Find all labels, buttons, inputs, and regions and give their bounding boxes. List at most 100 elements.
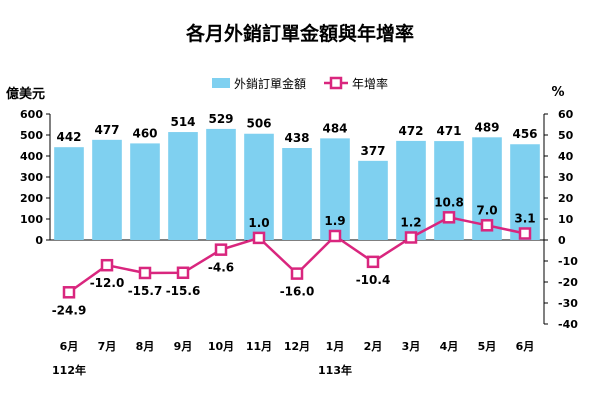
bar	[92, 139, 122, 240]
growth-rate-label: 10.8	[434, 195, 464, 209]
left-axis-ticks: 0 100 200 300 400 500 600	[20, 108, 50, 247]
bar	[510, 144, 540, 240]
growth-rate-marker	[138, 266, 152, 280]
right-tick-label: -10	[558, 255, 578, 268]
growth-rate-marker	[518, 227, 532, 240]
right-tick-label: 30	[558, 171, 574, 184]
x-tick-label: 2月	[364, 340, 383, 353]
bar	[130, 143, 160, 240]
bar	[168, 132, 198, 240]
legend-line-marker	[329, 76, 343, 90]
growth-rate-label: -15.6	[166, 284, 201, 298]
left-tick-label: 0	[35, 234, 43, 247]
bar-value-label: 472	[398, 124, 423, 138]
growth-rate-label: -15.7	[128, 284, 163, 298]
x-year-label: 113年	[318, 363, 352, 377]
left-tick-label: 600	[20, 108, 43, 121]
x-tick-label: 7月	[98, 340, 117, 353]
x-tick-label: 1月	[326, 340, 345, 353]
bar	[54, 147, 84, 240]
bar	[358, 160, 388, 240]
bar-series	[54, 128, 540, 240]
x-tick-label: 9月	[174, 340, 193, 353]
growth-rate-label: 1.2	[400, 215, 421, 229]
right-tick-label: -40	[558, 318, 578, 331]
growth-rate-marker	[404, 231, 418, 244]
line-series	[62, 211, 532, 299]
growth-rate-label: 1.0	[248, 216, 269, 230]
growth-rate-marker	[176, 266, 190, 280]
growth-rate-marker	[214, 243, 228, 256]
right-tick-label: -20	[558, 276, 578, 289]
growth-rate-marker	[100, 258, 114, 272]
left-tick-label: 400	[20, 150, 43, 163]
left-tick-label: 100	[20, 213, 43, 226]
x-tick-label: 5月	[478, 340, 497, 353]
x-tick-label: 4月	[440, 340, 459, 353]
bar-value-label: 377	[360, 144, 385, 158]
growth-rate-label: -24.9	[52, 303, 87, 317]
x-tick-label: 11月	[246, 340, 272, 353]
x-year-label: 112年	[52, 363, 86, 377]
growth-rate-marker	[62, 286, 76, 299]
right-axis-unit: %	[551, 85, 564, 100]
growth-rate-label: -10.4	[356, 273, 391, 287]
growth-rate-marker	[442, 211, 456, 224]
bar-value-label: 471	[436, 124, 461, 138]
left-tick-label: 500	[20, 129, 43, 142]
bar-value-label: 514	[170, 115, 195, 129]
right-tick-label: 50	[558, 129, 574, 142]
growth-rate-label: 1.9	[324, 214, 345, 228]
legend: 外銷訂單金額 年增率	[212, 76, 388, 91]
growth-rate-label: -12.0	[90, 276, 125, 290]
bar-value-label: 456	[512, 127, 537, 141]
growth-rate-marker	[480, 219, 494, 232]
growth-rate-marker	[328, 229, 342, 243]
left-axis-unit: 億美元	[6, 86, 45, 102]
bar-value-label: 489	[474, 120, 499, 134]
growth-rate-marker	[366, 255, 380, 269]
x-tick-label: 6月	[60, 340, 79, 353]
line-value-labels: -24.9-12.0-15.7 -15.6 -4.6 1.0 -16.0 1.9 -10.4…	[52, 195, 536, 317]
legend-line-label: 年增率	[352, 76, 388, 91]
right-tick-label: 20	[558, 192, 574, 205]
left-tick-label: 200	[20, 192, 43, 205]
bar-value-label: 484	[322, 121, 347, 135]
right-tick-label: -30	[558, 297, 578, 310]
bar-value-label: 460	[132, 126, 157, 140]
x-tick-label: 12月	[284, 340, 310, 353]
bar	[282, 148, 312, 240]
bar	[434, 141, 464, 240]
growth-rate-marker	[252, 231, 266, 245]
x-tick-label: 3月	[402, 340, 421, 353]
legend-bar-swatch	[212, 78, 230, 88]
bar-value-labels: 442 477 460 514 529 506 438 484 377 472 471 489 456	[56, 112, 537, 158]
bar-value-label: 477	[94, 123, 119, 137]
growth-rate-label: -4.6	[208, 261, 234, 275]
legend-bar-label: 外銷訂單金額	[234, 76, 306, 91]
x-axis-labels: 6月 7月 8月 9月 10月 11月 12月 1月 2月 3月 4月 5月 6月 112年 113年	[52, 340, 534, 377]
growth-rate-label: 7.0	[476, 203, 497, 217]
bar-value-label: 442	[56, 130, 81, 144]
right-tick-label: 40	[558, 150, 574, 163]
bar-value-label: 529	[208, 112, 233, 126]
growth-rate-label: 3.1	[514, 211, 535, 225]
bar-value-label: 506	[246, 117, 271, 131]
bar	[244, 133, 274, 240]
right-tick-label: 0	[558, 234, 566, 247]
bar	[320, 138, 350, 240]
growth-rate-label: -16.0	[280, 285, 315, 299]
right-tick-label: 10	[558, 213, 574, 226]
x-tick-label: 8月	[136, 340, 155, 353]
right-axis-ticks: 60 50 40 30 20 10 0 -10 -20 -30 -40	[544, 108, 578, 331]
bar	[396, 140, 426, 240]
right-tick-label: 60	[558, 108, 574, 121]
growth-rate-marker	[290, 267, 304, 280]
x-tick-label: 10月	[208, 340, 234, 353]
bar	[206, 128, 236, 240]
chart-title: 各月外銷訂單金額與年增率	[185, 22, 414, 45]
bar-value-label: 438	[284, 131, 309, 145]
x-tick-label: 6月	[516, 340, 535, 353]
